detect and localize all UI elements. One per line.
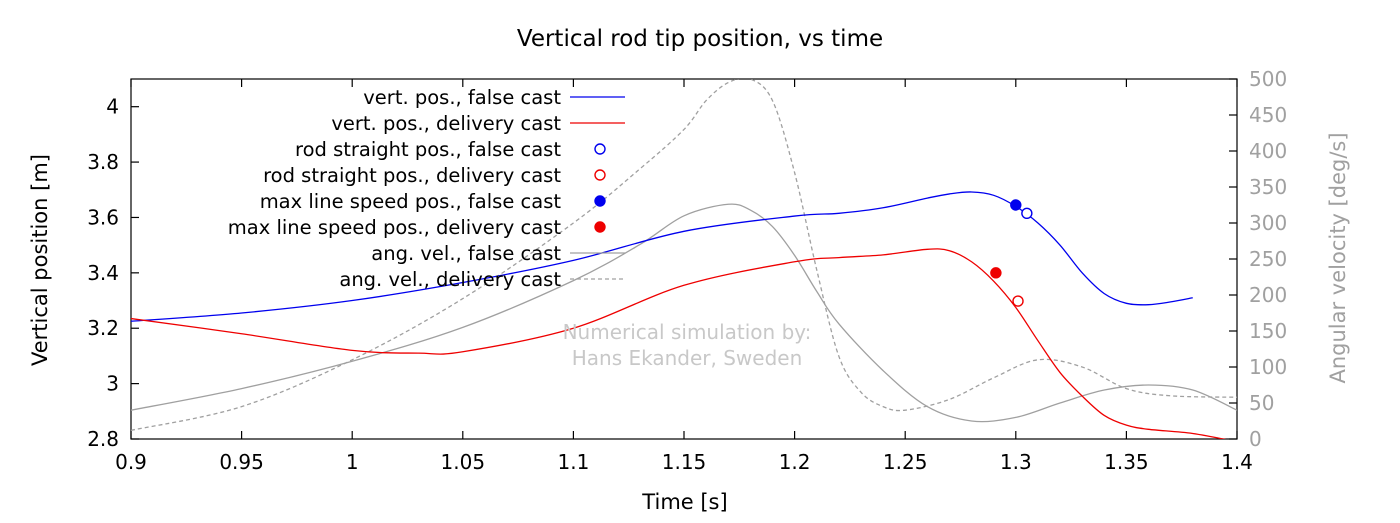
legend-label-3: rod straight pos., delivery cast bbox=[263, 164, 561, 187]
series-marker-3 bbox=[1012, 295, 1024, 307]
legend-label-1: vert. pos., delivery cast bbox=[331, 112, 561, 135]
legend-swatch-3 bbox=[594, 169, 606, 181]
y2-tick-label: 0 bbox=[1249, 427, 1262, 451]
x-tick-label: 1.05 bbox=[441, 450, 486, 474]
y2-tick-label: 250 bbox=[1249, 247, 1287, 271]
watermark-annotation: Numerical simulation by: Hans Ekander, S… bbox=[537, 319, 837, 371]
y2-tick-label: 50 bbox=[1249, 391, 1274, 415]
y2-tick-label: 200 bbox=[1249, 283, 1287, 307]
x-tick-label: 0.95 bbox=[219, 450, 264, 474]
legend-label-2: rod straight pos., false cast bbox=[295, 138, 561, 161]
legend-label-7: ang. vel., delivery cast bbox=[339, 268, 561, 291]
y2-axis-label: Angular velocity [deg/s] bbox=[1326, 132, 1350, 384]
chart-title: Vertical rod tip position, vs time bbox=[516, 26, 884, 52]
watermark-line-1: Numerical simulation by: bbox=[562, 320, 812, 344]
legend-label-0: vert. pos., false cast bbox=[363, 86, 561, 109]
y-tick-label: 3.4 bbox=[87, 261, 119, 285]
y2-tick-label: 500 bbox=[1249, 67, 1287, 91]
series-marker-4 bbox=[1010, 199, 1022, 211]
x-tick-label: 1.4 bbox=[1221, 450, 1253, 474]
series-marker-5 bbox=[990, 267, 1002, 279]
y2-tick-label: 400 bbox=[1249, 139, 1287, 163]
legend: vert. pos., false cast vert. pos., delive… bbox=[228, 86, 625, 291]
y-tick-label: 3.2 bbox=[87, 316, 119, 340]
series-line-1 bbox=[131, 248, 1227, 439]
y-tick-label: 2.8 bbox=[87, 427, 119, 451]
y-tick-label: 3.8 bbox=[87, 150, 119, 174]
x-tick-label: 1 bbox=[346, 450, 359, 474]
y-tick-label: 3.6 bbox=[87, 205, 119, 229]
y2-tick-label: 300 bbox=[1249, 211, 1287, 235]
x-tick-label: 1.35 bbox=[1104, 450, 1149, 474]
y-axis-label: Vertical position [m] bbox=[28, 154, 52, 366]
axes: 0.9 0.95 1 1.05 1.1 1.15 1.2 1.25 1.3 1.35 1.4 2.8 3… bbox=[87, 67, 1287, 474]
x-tick-label: 1.25 bbox=[883, 450, 928, 474]
y2-tick-label: 100 bbox=[1249, 355, 1287, 379]
legend-label-4: max line speed pos., false cast bbox=[260, 190, 562, 213]
legend-swatch-5 bbox=[594, 221, 606, 233]
legend-swatch-4 bbox=[594, 195, 606, 207]
x-tick-label: 1.2 bbox=[779, 450, 811, 474]
legend-label-6: ang. vel., false cast bbox=[371, 242, 561, 265]
series-line-0 bbox=[131, 191, 1193, 322]
series-line-7 bbox=[131, 79, 1237, 431]
y2-tick-label: 150 bbox=[1249, 319, 1287, 343]
plot-clip-group bbox=[131, 79, 1237, 439]
y-tick-label: 4 bbox=[106, 95, 119, 119]
y2-tick-label: 350 bbox=[1249, 175, 1287, 199]
y2-tick-label: 450 bbox=[1249, 103, 1287, 127]
x-tick-label: 1.1 bbox=[557, 450, 589, 474]
x-tick-label: 0.9 bbox=[115, 450, 147, 474]
x-tick-label: 1.3 bbox=[1000, 450, 1032, 474]
series-marker-2 bbox=[1021, 207, 1033, 220]
x-tick-label: 1.15 bbox=[662, 450, 707, 474]
x-axis-label: Time [s] bbox=[642, 490, 728, 514]
series-layer bbox=[131, 79, 1237, 439]
watermark-line-2: Hans Ekander, Sweden bbox=[571, 346, 803, 370]
legend-swatch-2 bbox=[594, 143, 606, 155]
y-tick-label: 3 bbox=[106, 372, 119, 396]
series-line-6 bbox=[131, 203, 1237, 423]
legend-label-5: max line speed pos., delivery cast bbox=[228, 216, 562, 239]
